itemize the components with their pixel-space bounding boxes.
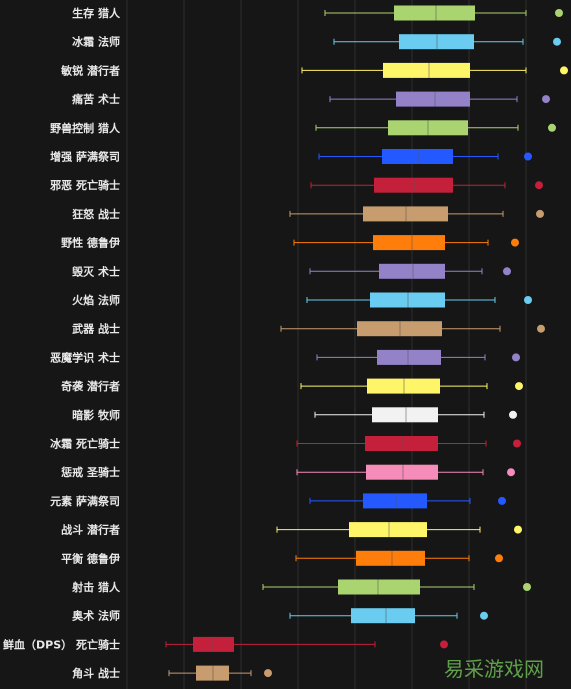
row-label: 敏锐 潜行者: [60, 63, 120, 77]
box: [373, 235, 445, 251]
row-label: 痛苦 术士: [71, 92, 120, 106]
row-label: 奥术 法师: [71, 609, 120, 623]
box: [394, 5, 475, 21]
row-label: 暗影 牧师: [72, 408, 120, 422]
row-label: 生存 猎人: [72, 6, 121, 20]
row-label: 角斗 战士: [72, 666, 120, 680]
box: [377, 349, 441, 365]
box-row: 惩戒 圣骑士: [61, 464, 515, 480]
box-row: 射击 猎人: [71, 579, 531, 595]
box-row: 增强 萨满祭司: [50, 149, 532, 164]
outlier-point: [548, 123, 556, 132]
row-label: 恶魔学识 术士: [50, 350, 120, 364]
box-row: 毁灭 术士: [72, 263, 511, 279]
outlier-point: [495, 554, 503, 563]
box-row: 狂怒 战士: [72, 206, 544, 222]
outlier-point: [503, 267, 511, 276]
box-row: 火焰 法师: [72, 292, 532, 308]
row-label: 战斗 潜行者: [61, 523, 120, 537]
outlier-point: [524, 296, 532, 304]
row-label: 增强 萨满祭司: [50, 150, 120, 164]
outlier-point: [535, 181, 543, 190]
outlier-point: [524, 152, 532, 161]
outlier-point: [507, 468, 515, 477]
box-row: 鲜血（DPS） 死亡骑士: [3, 636, 448, 652]
box-row: 邪恶 死亡骑士: [49, 177, 543, 193]
box-row: 暗影 牧师: [72, 407, 517, 423]
row-label: 野兽控制 猎人: [50, 121, 121, 135]
row-label: 毁灭 术士: [72, 264, 120, 278]
outlier-point: [511, 238, 519, 247]
box: [383, 62, 470, 78]
grid-lines: [126, 0, 527, 689]
box-row: 恶魔学识 术士: [50, 349, 520, 365]
box-row: 生存 猎人: [72, 5, 563, 21]
box: [356, 550, 425, 566]
box: [351, 608, 415, 624]
outlier-point: [509, 410, 517, 419]
box-row: 冰霜 法师: [72, 34, 561, 50]
box-row: 野性 德鲁伊: [61, 235, 519, 251]
row-label: 鲜血（DPS） 死亡骑士: [3, 637, 120, 651]
row-label: 武器 战士: [72, 322, 120, 336]
box-row: 痛苦 术士: [71, 91, 550, 107]
row-label: 元素 萨满祭司: [50, 494, 120, 508]
outlier-point: [537, 324, 545, 333]
outlier-point: [264, 669, 272, 678]
row-label: 狂怒 战士: [72, 207, 120, 221]
box: [338, 579, 420, 595]
box-row: 奥术 法师: [71, 608, 488, 624]
box-row: 武器 战士: [72, 321, 545, 337]
box: [363, 493, 427, 509]
outlier-point: [542, 95, 550, 104]
box-row: 敏锐 潜行者: [60, 62, 568, 78]
outlier-point: [523, 583, 531, 591]
row-label: 奇袭 潜行者: [61, 379, 120, 393]
row-label: 平衡 德鲁伊: [61, 551, 120, 565]
box-row: 元素 萨满祭司: [50, 493, 506, 509]
row-label: 野性 德鲁伊: [61, 236, 120, 250]
box: [382, 149, 453, 164]
outlier-point: [512, 353, 520, 362]
box-row: 平衡 德鲁伊: [61, 550, 503, 566]
row-label: 冰霜 法师: [72, 35, 120, 49]
outlier-point: [536, 209, 544, 218]
outlier-point: [515, 382, 523, 391]
box-row: 战斗 潜行者: [61, 522, 522, 538]
box: [379, 263, 445, 279]
row-label: 惩戒 圣骑士: [61, 465, 120, 479]
outlier-point: [513, 439, 521, 448]
row-label: 邪恶 死亡骑士: [49, 178, 120, 192]
outlier-point: [555, 9, 563, 17]
outlier-point: [553, 37, 561, 46]
box: [349, 522, 427, 538]
box-row: 冰霜 死亡骑士: [50, 436, 521, 451]
box: [366, 464, 438, 480]
row-label: 火焰 法师: [72, 293, 120, 307]
outlier-point: [440, 640, 448, 649]
row-label: 冰霜 死亡骑士: [50, 437, 120, 451]
watermark: 易采游戏网: [444, 657, 544, 681]
row-label: 射击 猎人: [71, 580, 121, 594]
outlier-point: [514, 525, 522, 534]
box-row: 奇袭 潜行者: [61, 378, 523, 394]
outlier-point: [498, 496, 506, 505]
box: [372, 407, 438, 423]
box-row: 角斗 战士: [72, 665, 272, 681]
outlier-point: [560, 66, 568, 75]
box: [396, 91, 470, 107]
box-row: 野兽控制 猎人: [50, 120, 556, 136]
outlier-point: [480, 611, 488, 620]
